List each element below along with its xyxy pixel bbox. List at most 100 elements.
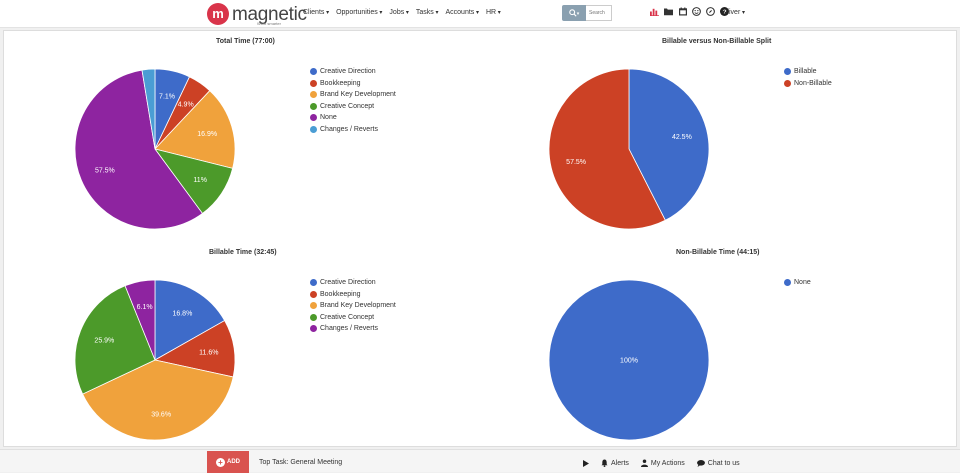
my-actions-label: My Actions (650, 459, 685, 467)
legend-label: Bookkeeping (320, 290, 361, 298)
legend-swatch (784, 68, 791, 76)
legend-label: None (320, 114, 337, 122)
pie-slice-label: 4.9% (178, 102, 194, 109)
legend-item-bookkeeping[interactable]: Bookkeeping (310, 289, 396, 301)
legend-non-billable-time: None (784, 277, 811, 289)
legend-swatch (310, 79, 317, 87)
add-button[interactable]: + ADD (207, 451, 249, 473)
logo-text: magnetic (232, 3, 307, 25)
reports-panel: Total Time (77:00) Billable versus Non-B… (3, 30, 957, 447)
pie-slice-label: 39.6% (151, 412, 171, 419)
smiley-icon[interactable] (692, 7, 701, 16)
chat-bubble-icon (696, 459, 705, 467)
pie-slice-label: 16.8% (172, 311, 192, 318)
pie-slice-changes-reverts[interactable] (124, 279, 156, 361)
logo[interactable]: m magnetic Work smarter (207, 3, 307, 26)
legend-swatch (784, 279, 791, 287)
main-nav: Clients Opportunities Jobs Tasks Account… (303, 9, 501, 16)
pie-slice-label: 7.1% (159, 93, 175, 100)
nav-clients[interactable]: Clients (303, 9, 329, 16)
legend-billable-time: Creative Direction Bookkeeping Brand Key D… (310, 277, 396, 335)
legend-swatch (310, 302, 317, 310)
nav-hr[interactable]: HR (486, 9, 501, 16)
user-icon (640, 459, 648, 467)
legend-swatch (310, 102, 317, 110)
logo-mark: m (207, 3, 229, 25)
folder-icon[interactable] (664, 7, 673, 16)
alerts-label: Alerts (611, 459, 629, 467)
search-button[interactable]: ▾ (562, 5, 586, 21)
legend-item-non-billable[interactable]: Non-Billable (784, 78, 832, 90)
legend-swatch (310, 68, 317, 76)
legend-label: Brand Key Development (320, 302, 396, 310)
top-task[interactable]: Top Task: General Meeting (259, 459, 343, 466)
footer-bar: + ADD Top Task: General Meeting Alerts M… (0, 449, 960, 473)
legend-label: Changes / Reverts (320, 125, 378, 133)
pie-slice-creative-direction[interactable] (154, 279, 226, 361)
legend-item-none[interactable]: None (310, 112, 396, 124)
pie-chart-total-time: 7.1%4.9% 16.9% 11% 57.5% (74, 68, 236, 230)
legend-item-creative-concept[interactable]: Creative Concept (310, 101, 396, 113)
legend-item-changes-reverts[interactable]: Changes / Reverts (310, 124, 396, 136)
legend-item-brand-key-development[interactable]: Brand Key Development (310, 300, 396, 312)
alerts-button[interactable]: Alerts (601, 459, 629, 467)
logo-tagline: Work smarter (257, 21, 281, 26)
pie-slice-creative-concept[interactable] (74, 285, 156, 395)
pie-chart-non-billable-time: 100% (548, 279, 710, 441)
nav-opportunities[interactable]: Opportunities (336, 9, 382, 16)
search-icon (568, 9, 577, 17)
legend-billable-split: Billable Non-Billable (784, 66, 832, 89)
pie-slice-changes-reverts[interactable] (141, 68, 156, 150)
legend-item-bookkeeping[interactable]: Bookkeeping (310, 78, 396, 90)
pie-slice-label: 100% (620, 358, 638, 365)
legend-item-creative-direction[interactable]: Creative Direction (310, 66, 396, 78)
pie-slice-label: 16.9% (197, 131, 217, 138)
search-input[interactable] (586, 5, 612, 21)
legend-swatch (310, 313, 317, 321)
legend-label: Bookkeeping (320, 79, 361, 87)
legend-swatch (310, 279, 317, 287)
legend-swatch (310, 114, 317, 122)
user-menu[interactable]: Oliver (722, 9, 745, 16)
pie-chart-billable-split: 42.5% 57.5% (548, 68, 710, 230)
pie-slice-none[interactable] (548, 279, 710, 441)
pie-slice-brand-key-development[interactable] (154, 90, 236, 169)
legend-swatch (310, 125, 317, 133)
legend-total-time: Creative Direction Bookkeeping Brand Key D… (310, 66, 396, 135)
bell-icon (601, 459, 608, 467)
legend-item-creative-concept[interactable]: Creative Concept (310, 312, 396, 324)
bar-chart-icon[interactable] (650, 7, 659, 16)
calendar-icon[interactable] (678, 7, 687, 16)
pie-slice-brand-key-development[interactable] (82, 359, 234, 441)
legend-label: Creative Direction (320, 279, 376, 287)
search-group: ▾ (562, 5, 612, 21)
legend-swatch (310, 91, 317, 99)
pie-slice-none[interactable] (74, 69, 203, 230)
legend-item-billable[interactable]: Billable (784, 66, 832, 78)
legend-label: Billable (794, 68, 817, 76)
nav-tasks[interactable]: Tasks (416, 9, 439, 16)
pie-slice-label: 11.6% (199, 349, 218, 356)
toolbar-icons: ? (650, 7, 729, 16)
pie-slice-billable[interactable] (628, 68, 710, 221)
legend-item-none[interactable]: None (784, 277, 811, 289)
chat-button[interactable]: Chat to us (696, 459, 740, 467)
chart-title-billable-split: Billable versus Non-Billable Split (662, 38, 772, 45)
chat-label: Chat to us (707, 459, 740, 467)
legend-item-creative-direction[interactable]: Creative Direction (310, 277, 396, 289)
pie-slice-label: 25.9% (94, 338, 114, 345)
legend-item-brand-key-development[interactable]: Brand Key Development (310, 89, 396, 101)
add-button-label: ADD (227, 459, 240, 465)
play-icon (583, 459, 589, 467)
my-actions-button[interactable]: My Actions (640, 459, 685, 467)
pie-slice-label: 57.5% (566, 159, 586, 166)
play-button[interactable] (583, 459, 589, 467)
legend-item-changes-reverts[interactable]: Changes / Reverts (310, 323, 396, 335)
legend-swatch (784, 79, 791, 87)
pie-slice-non-billable[interactable] (548, 68, 666, 230)
chart-title-billable-time: Billable Time (32:45) (209, 249, 277, 256)
compass-icon[interactable] (706, 7, 715, 16)
top-navbar: m magnetic Work smarter Clients Opportun… (0, 0, 960, 28)
nav-jobs[interactable]: Jobs (389, 9, 408, 16)
nav-accounts[interactable]: Accounts (446, 9, 479, 16)
